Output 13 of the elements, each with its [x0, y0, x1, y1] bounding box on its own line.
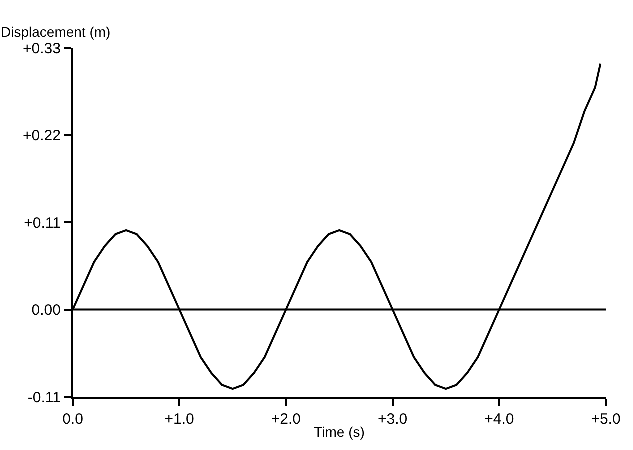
y-axis-title: Displacement (m) — [1, 24, 111, 40]
x-tick-label: +4.0 — [484, 411, 514, 428]
x-tick-label: +5.0 — [591, 411, 621, 428]
x-tick-label: +2.0 — [271, 411, 302, 428]
y-tick-label: -0.11 — [28, 389, 61, 406]
y-tick-label: +0.33 — [23, 40, 61, 58]
x-tick-label: +1.0 — [164, 411, 194, 428]
y-tick-label: 0.00 — [32, 302, 61, 319]
x-axis-title: Time (s) — [314, 424, 365, 440]
y-tick-label: +0.11 — [24, 214, 61, 232]
y-tick-label: +0.22 — [23, 128, 61, 144]
x-tick-label: +3.0 — [378, 411, 408, 428]
x-tick-label: 0.0 — [62, 411, 84, 428]
